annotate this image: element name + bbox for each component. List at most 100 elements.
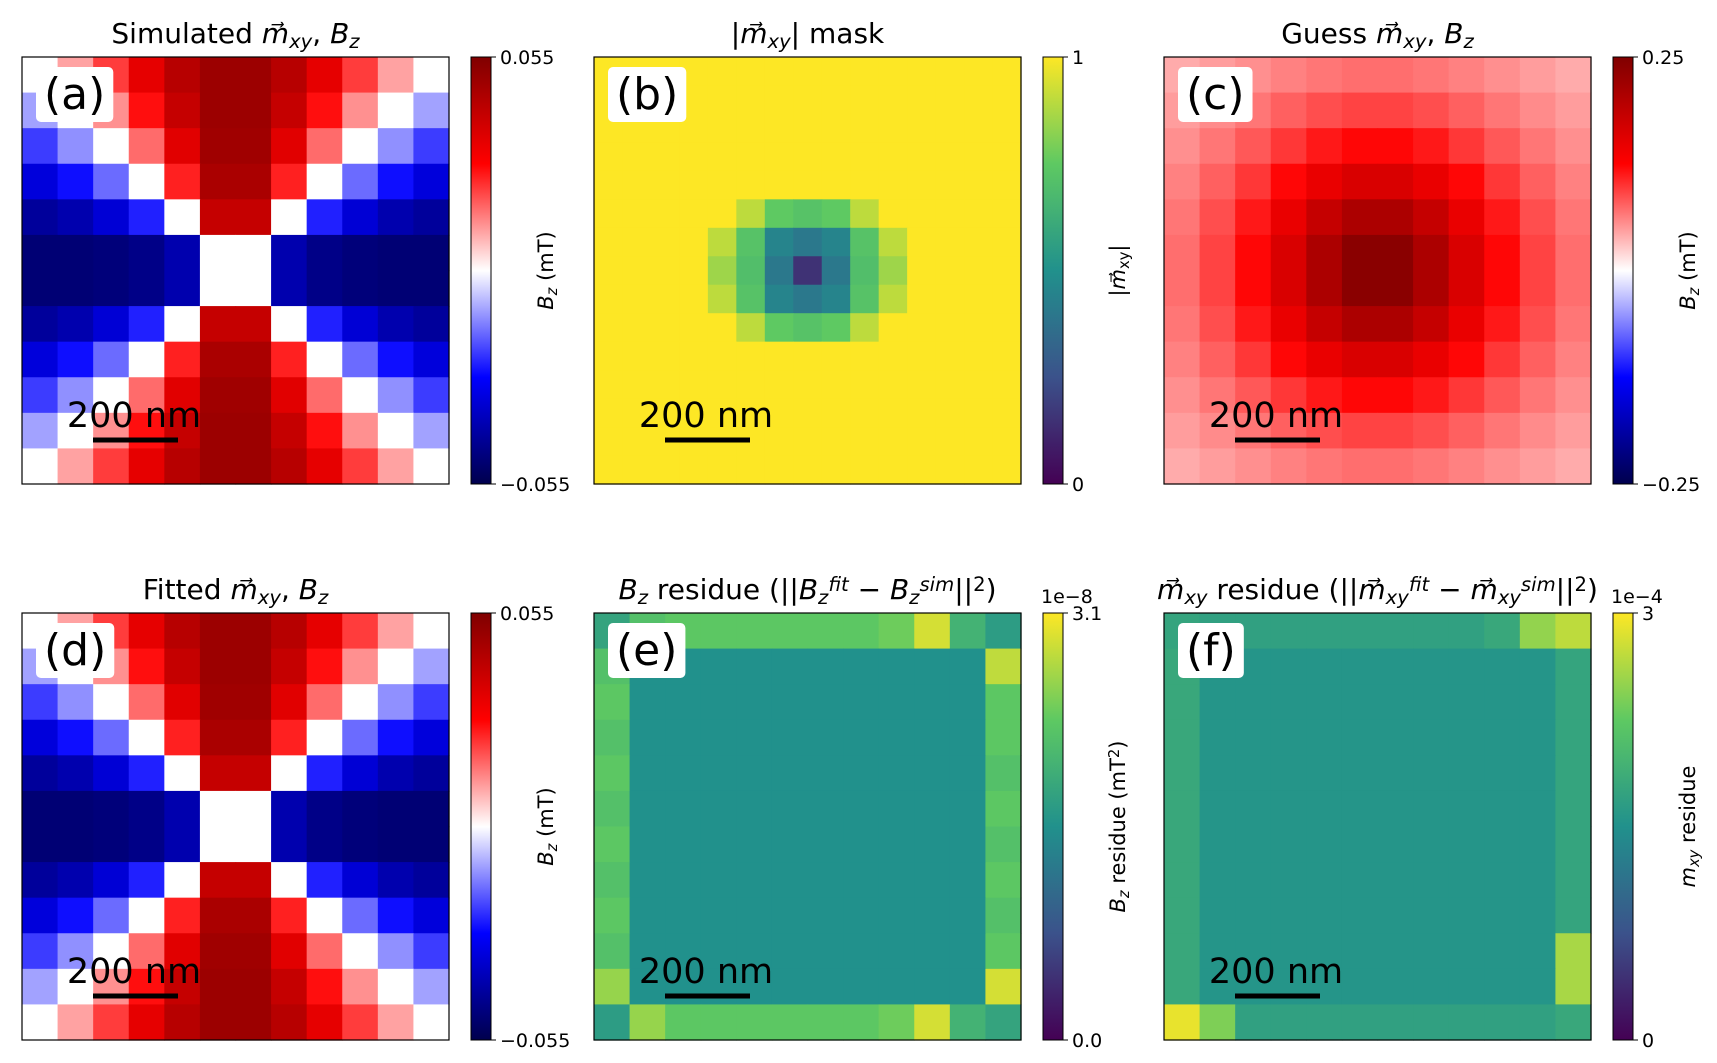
axes-frame: [593, 56, 1022, 485]
heatmap-cell: [1235, 270, 1272, 307]
text-part: 2: [973, 573, 985, 596]
heatmap-cell: [771, 1004, 809, 1041]
text-part: xy: [257, 586, 282, 609]
heatmap-cell: [1341, 163, 1379, 200]
heatmap-cell: [413, 234, 450, 272]
text-part: xy: [1385, 586, 1410, 609]
heatmap-cell: [1235, 128, 1272, 165]
heatmap-cell: [1341, 968, 1379, 1006]
heatmap-cell: [57, 968, 94, 1006]
heatmap-cell: [1519, 719, 1557, 756]
heatmap-cell: [594, 826, 631, 863]
heatmap-cell: [807, 897, 844, 934]
heatmap-cell: [665, 719, 702, 756]
text-part: m⃗: [262, 17, 289, 50]
heatmap-cell: [679, 284, 709, 314]
heatmap-cell: [1235, 163, 1272, 200]
text-part: z: [348, 30, 360, 53]
heatmap-cell: [1341, 933, 1379, 970]
text-group: Fitted m⃗xy, Bz: [143, 573, 329, 609]
heatmap-cell: [1448, 826, 1485, 863]
heatmap-cell: [594, 1004, 631, 1041]
text-part: z: [317, 586, 329, 609]
heatmap-cell: [413, 341, 450, 378]
heatmap-cell: [878, 790, 915, 828]
heatmap-cell: [93, 306, 130, 343]
heatmap-cell: [377, 613, 415, 650]
heatmap-cell: [1377, 968, 1414, 1006]
heatmap-cell: [1341, 306, 1379, 343]
heatmap-cell: [622, 313, 652, 343]
heatmap-cell: [342, 377, 379, 414]
heatmap-cell: [306, 128, 343, 165]
heatmap-cell: [793, 85, 823, 115]
heatmap-cell: [878, 1004, 915, 1041]
heatmap-cell: [878, 170, 908, 200]
heatmap-cell: [128, 163, 165, 200]
heatmap-cell: [707, 57, 737, 87]
heatmap-cell: [736, 826, 773, 863]
heatmap-cell: [764, 256, 794, 286]
heatmap-cell: [199, 128, 237, 165]
heatmap-cell: [843, 933, 880, 970]
heatmap-cell: [128, 968, 165, 1006]
heatmap-cell: [736, 256, 766, 286]
axes-frame: [21, 56, 450, 485]
heatmap-cell: [935, 199, 965, 229]
text-part: z: [908, 586, 920, 609]
text-part: m⃗: [1106, 269, 1130, 289]
heatmap-cell: [413, 199, 450, 236]
heatmap-cell: [914, 826, 951, 863]
heatmap-cell: [342, 684, 379, 721]
text-part: ): [986, 573, 997, 606]
heatmap-cell: [964, 398, 994, 428]
heatmap-cell: [306, 862, 343, 899]
text-part: m⃗: [1358, 573, 1385, 606]
heatmap-cell: [914, 933, 951, 970]
heatmap-cell: [235, 1004, 272, 1041]
heatmap-cell: [1484, 128, 1521, 165]
heatmap-cell: [793, 341, 823, 371]
heatmap-cell: [57, 412, 94, 450]
colorbar-tick-label: 0.25: [1642, 47, 1684, 69]
heatmap-cell: [1519, 412, 1557, 450]
text-part: z: [1116, 890, 1133, 899]
text-group: |m⃗xy|: [1106, 244, 1133, 296]
heatmap-cell: [793, 113, 823, 143]
heatmap-cell: [1306, 128, 1343, 165]
text-part: xy: [1497, 586, 1522, 609]
heatmap-cell: [1519, 163, 1557, 200]
heatmap-cell: [93, 163, 130, 200]
heatmap-cell: [1377, 897, 1414, 934]
heatmap-cell: [413, 377, 450, 414]
heatmap-cell: [707, 199, 737, 229]
heatmap-cell: [1519, 933, 1557, 970]
heatmap-cell: [1235, 933, 1272, 970]
heatmap-cell: [707, 256, 737, 286]
heatmap-cell: [821, 170, 851, 200]
heatmap-cell: [342, 199, 379, 236]
heatmap-cell: [342, 234, 379, 272]
heatmap-cell: [1555, 448, 1592, 485]
heatmap-cell: [128, 613, 165, 650]
colorbar: [1612, 56, 1634, 485]
heatmap-cell: [1270, 933, 1307, 970]
axes-frame: [593, 612, 1022, 1041]
heatmap-cell: [413, 1004, 450, 1041]
heatmap-cell: [1199, 341, 1236, 378]
heatmap-cell: [1413, 377, 1450, 414]
heatmap-cell: [793, 199, 823, 229]
heatmap-cell: [1377, 648, 1414, 685]
heatmap-cell: [650, 284, 680, 314]
heatmap-cell: [907, 455, 937, 485]
heatmap-cell: [935, 85, 965, 115]
heatmap-cell: [1519, 613, 1557, 650]
heatmap-cell: [164, 1004, 201, 1041]
heatmap-cell: [413, 57, 450, 94]
heatmap-cell: [271, 341, 308, 378]
heatmap-cell: [377, 234, 415, 272]
heatmap-cell: [342, 270, 379, 307]
heatmap-cell: [878, 227, 908, 257]
heatmap-cell: [700, 684, 737, 721]
heatmap-cell: [1484, 755, 1521, 792]
